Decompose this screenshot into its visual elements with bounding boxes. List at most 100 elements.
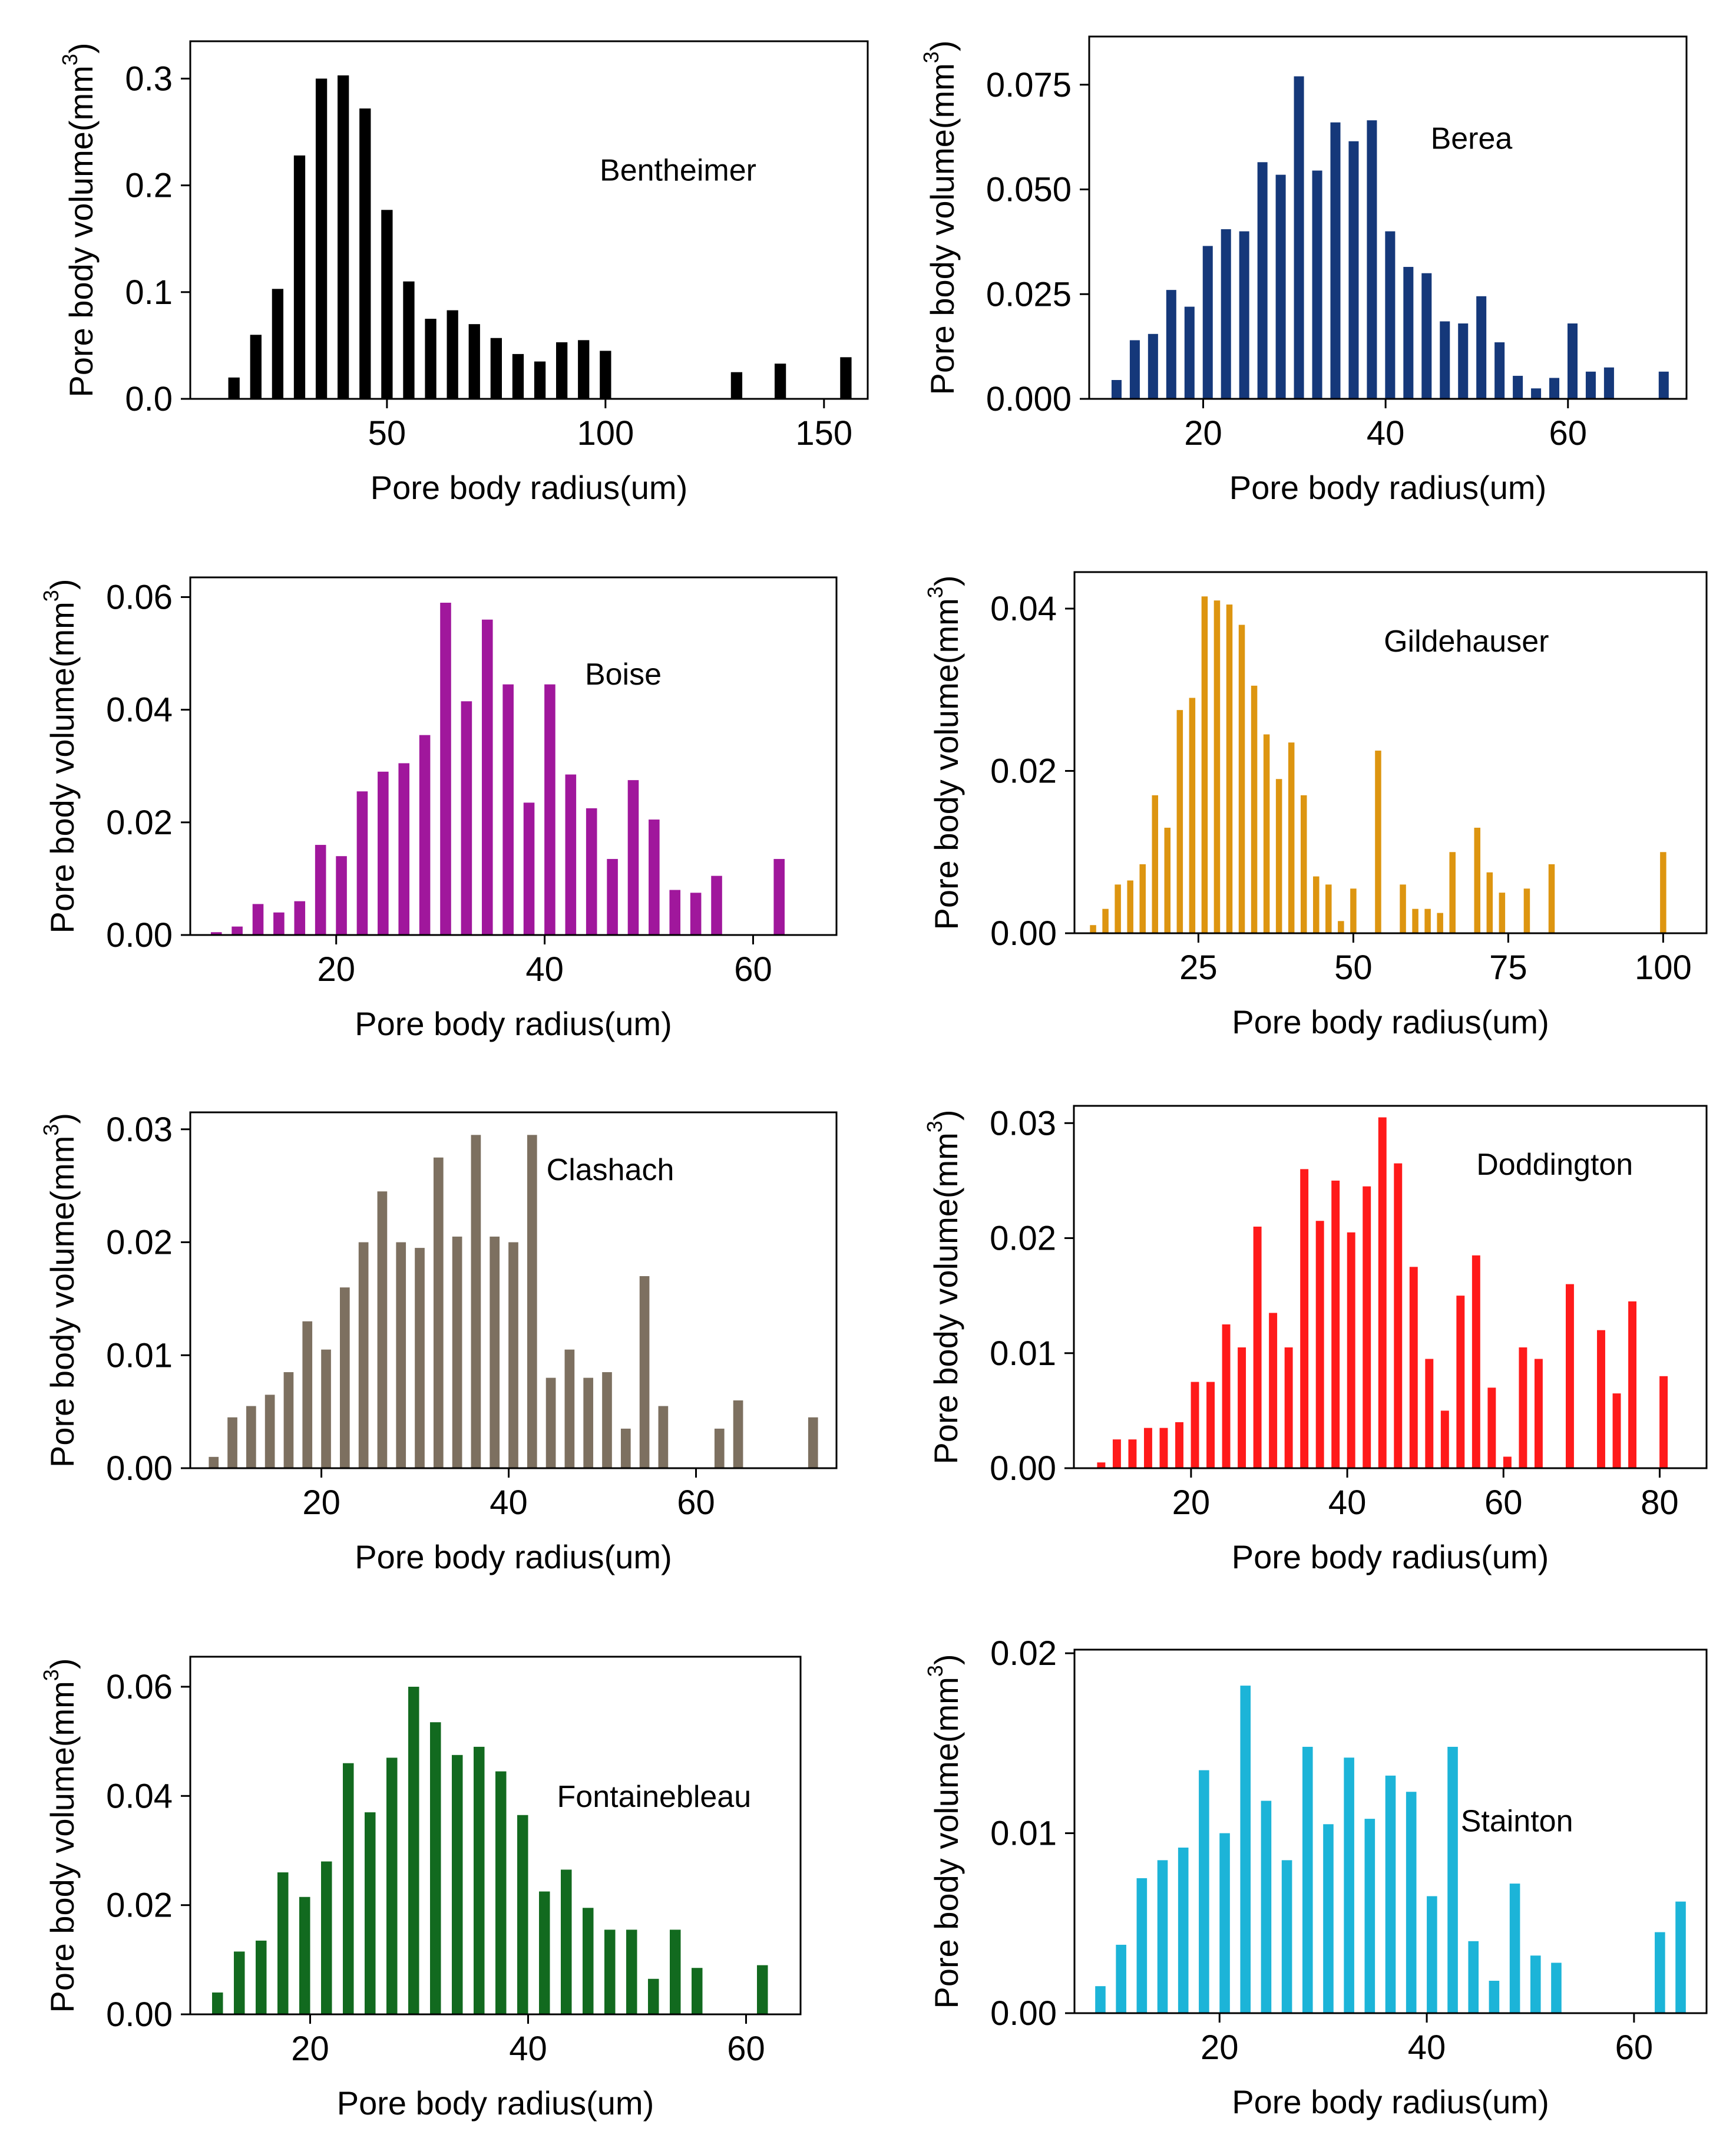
x-tick-label: 50 — [1334, 949, 1373, 987]
y-tick-label: 0.06 — [106, 578, 173, 616]
y-axis-label: Pore body volume(mm3) — [39, 1658, 81, 2013]
x-tick-label: 60 — [734, 950, 772, 989]
x-tick-label: 80 — [1641, 1483, 1679, 1522]
bar — [1458, 323, 1469, 399]
bar — [1176, 710, 1183, 933]
sample-label-bentheimer: Bentheimer — [600, 154, 756, 188]
sample-label-boise: Boise — [585, 658, 662, 692]
bar — [212, 1992, 223, 2014]
bar — [539, 1891, 550, 2014]
bar — [1344, 1757, 1354, 2013]
bar — [1468, 1941, 1479, 2013]
chart-bentheimer: 50 100 150 0.0 0.1 0.2 0.3 Pore body radius(um)… — [58, 40, 869, 506]
bar — [252, 904, 264, 935]
y-tick-label: 0.025 — [986, 275, 1072, 313]
bar — [1191, 1382, 1199, 1468]
bar — [433, 1157, 444, 1468]
bar — [452, 1755, 463, 2014]
x-tick-label: 20 — [302, 1483, 340, 1522]
bar — [343, 1763, 354, 2014]
bar — [1300, 795, 1307, 933]
bar — [1425, 1359, 1434, 1468]
bar — [1400, 884, 1406, 933]
bar — [396, 1242, 406, 1468]
y-axis-label: Pore body volume(mm3) — [39, 1113, 81, 1468]
x-axis-label: Pore body radius(um) — [371, 469, 687, 506]
bar — [1097, 1462, 1106, 1468]
bar — [840, 357, 852, 399]
bar — [440, 603, 451, 935]
bar — [1427, 1896, 1437, 2013]
y-tick-label: 0.0 — [125, 380, 173, 418]
bar — [1294, 76, 1304, 399]
bar — [1378, 1117, 1387, 1468]
sample-label-doddington: Doddington — [1476, 1148, 1633, 1182]
bar — [474, 1746, 485, 2014]
bar — [1585, 371, 1596, 399]
plot-frame — [1088, 35, 1688, 400]
y-axis-label: Pore body volume(mm3) — [923, 576, 965, 930]
chart-berea: 20 40 60 0.000 0.025 0.050 0.075 Pore body radi… — [919, 35, 1688, 506]
bar — [1597, 1330, 1605, 1468]
x-axis-label: Pore body radius(um) — [1232, 2083, 1549, 2120]
plot-frame — [189, 1656, 802, 2016]
bar — [378, 771, 389, 935]
bar — [1144, 1428, 1152, 1468]
bar — [1472, 1255, 1480, 1468]
bar — [430, 1722, 441, 2014]
bar — [359, 108, 371, 399]
bar — [1189, 698, 1196, 933]
bar — [1494, 342, 1505, 399]
y-axis-label: Pore body volume(mm3) — [923, 1654, 965, 2009]
x-tick-label: 40 — [1328, 1483, 1367, 1522]
bar — [1115, 884, 1121, 933]
bar — [481, 619, 493, 935]
bar — [1184, 306, 1195, 399]
bar — [1375, 751, 1381, 933]
bar — [1412, 908, 1418, 933]
y-tick-label: 0.00 — [990, 914, 1057, 953]
bar — [232, 926, 243, 935]
bar — [315, 845, 326, 935]
bar — [356, 791, 368, 935]
bar — [639, 1276, 650, 1468]
x-tick-label: 75 — [1489, 949, 1527, 987]
bar — [1178, 1847, 1189, 2013]
bar — [1567, 323, 1578, 399]
bar — [626, 1929, 637, 2014]
y-axis-label: Pore body volume(mm3) — [39, 579, 81, 934]
bar — [1263, 734, 1270, 933]
x-axis-label: Pore body radius(um) — [355, 1538, 672, 1575]
bar — [1221, 229, 1231, 399]
bar — [336, 856, 347, 935]
bar — [690, 893, 702, 935]
y-tick-label: 0.02 — [990, 1634, 1057, 1673]
bar — [774, 364, 786, 399]
bar — [1660, 852, 1666, 933]
bar — [1489, 1981, 1500, 2013]
y-tick-label: 0.000 — [986, 380, 1072, 418]
bar — [1487, 1387, 1496, 1468]
x-tick-label: 150 — [795, 414, 852, 452]
bar — [1152, 795, 1159, 933]
bar — [1348, 141, 1359, 399]
bar — [658, 1406, 669, 1468]
x-tick-label: 60 — [677, 1483, 715, 1522]
bar — [1275, 779, 1282, 933]
bar — [1257, 162, 1268, 399]
x-tick-label: 40 — [1367, 414, 1405, 452]
chart-gildehauser: 25 50 75 100 0.00 0.02 0.04 Pore body radius(um… — [923, 571, 1708, 1040]
bar — [556, 342, 568, 399]
bar — [1350, 888, 1357, 933]
bar — [490, 1236, 500, 1468]
bar — [648, 1978, 659, 2014]
bar — [1128, 1439, 1137, 1468]
bar — [561, 1869, 572, 2014]
bar — [578, 340, 590, 399]
plot-frame — [189, 1111, 838, 1469]
y-tick-label: 0.02 — [106, 1224, 173, 1262]
bar — [283, 1372, 294, 1468]
x-tick-label: 20 — [291, 2030, 329, 2068]
bar — [523, 802, 535, 935]
bar — [670, 1929, 681, 2014]
